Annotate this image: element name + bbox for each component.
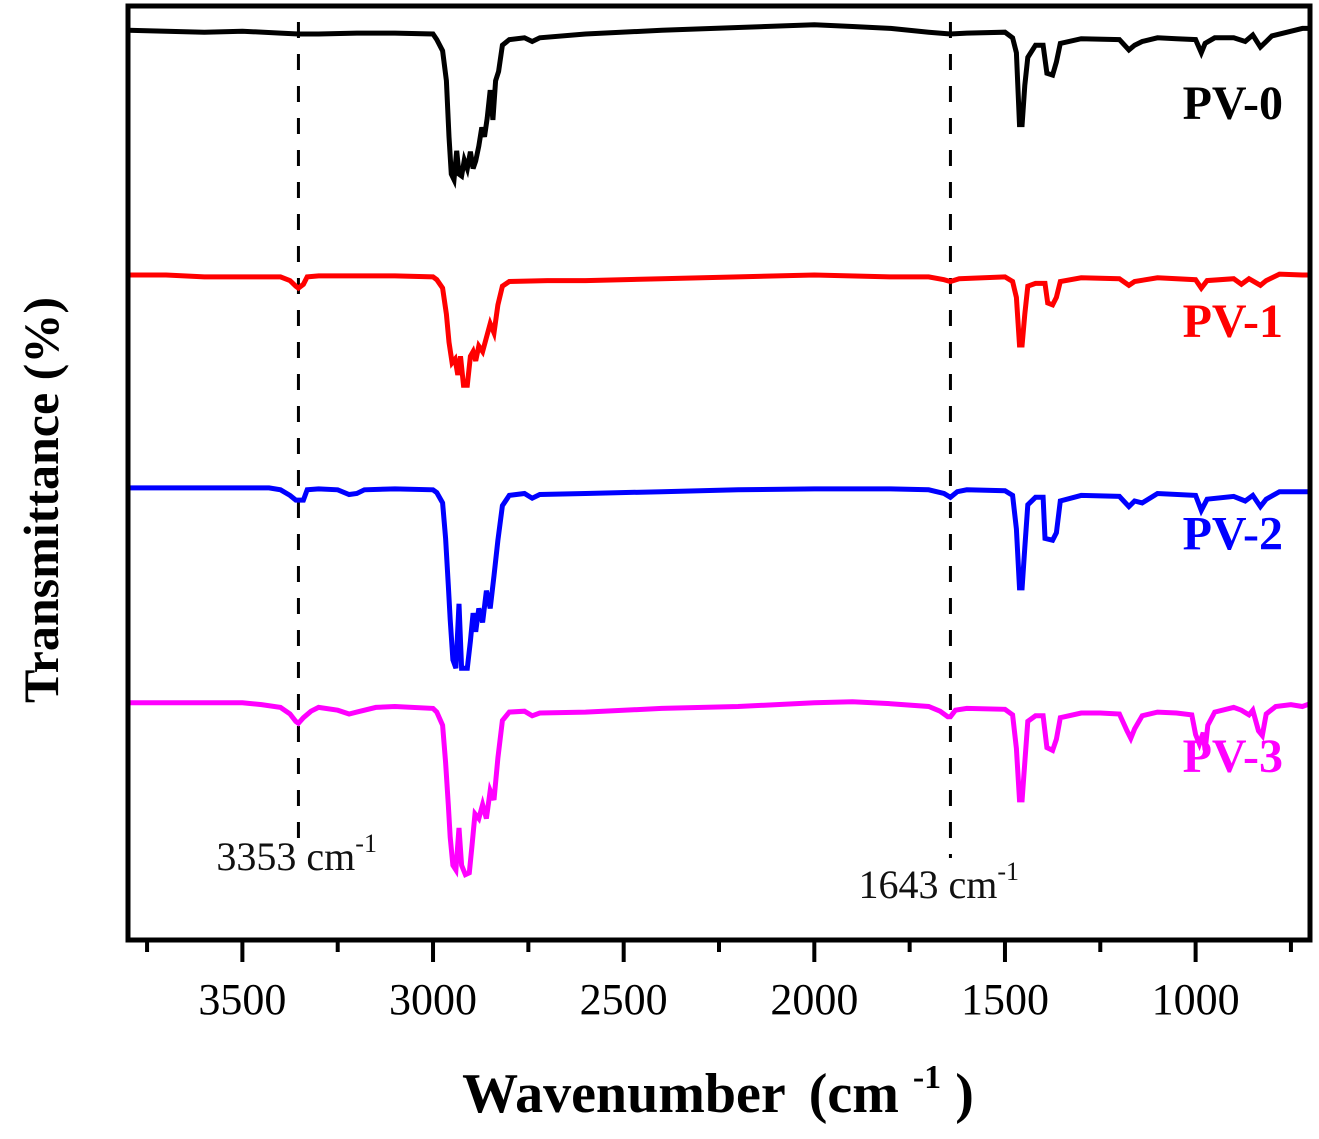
x-axis-title-main: Wavenumber xyxy=(462,1063,785,1125)
series-label-pv-2: PV-2 xyxy=(1183,508,1283,561)
annotation-label: 3353 cm-1 xyxy=(216,829,377,879)
annotation-label: 1643 cm-1 xyxy=(858,857,1019,907)
series-line-pv-3 xyxy=(128,699,1311,878)
y-axis-title: Transmittance (%) xyxy=(13,297,69,703)
series-label-pv-1: PV-1 xyxy=(1183,295,1283,348)
x-axis-title-sup: -1 xyxy=(913,1059,941,1096)
plot-frame xyxy=(125,3,1313,943)
x-tick-label: 1000 xyxy=(1152,975,1240,1024)
x-axis-title-close: ) xyxy=(955,1063,974,1125)
series-labels: PV-0 PV-1 PV-2 PV-3 xyxy=(1183,77,1283,783)
series-line-pv-2 xyxy=(128,485,1310,671)
x-axis-title-unit: (cm xyxy=(809,1063,899,1125)
x-tick-label: 2500 xyxy=(580,975,668,1024)
x-tick-label: 2000 xyxy=(770,975,858,1024)
x-tick-label: 1500 xyxy=(961,975,1049,1024)
series-line-pv-1 xyxy=(128,271,1310,388)
annotation-text: 1643 cm xyxy=(858,862,997,907)
annotation-sup: -1 xyxy=(355,829,377,858)
annotation-sup: -1 xyxy=(997,857,1019,886)
x-axis-ticks: 3500 3000 2500 2000 1500 1000 xyxy=(145,940,1293,1024)
series-label-pv-0: PV-0 xyxy=(1183,77,1283,130)
series-line-pv-0 xyxy=(127,22,1310,189)
x-tick-label: 3000 xyxy=(389,975,477,1024)
x-tick-label: 3500 xyxy=(198,975,286,1024)
annotation-text: 3353 cm xyxy=(216,834,355,879)
series-label-pv-3: PV-3 xyxy=(1183,730,1283,783)
x-axis-title: Wavenumber (cm -1 ) xyxy=(462,1039,974,1125)
series-group xyxy=(127,22,1311,878)
